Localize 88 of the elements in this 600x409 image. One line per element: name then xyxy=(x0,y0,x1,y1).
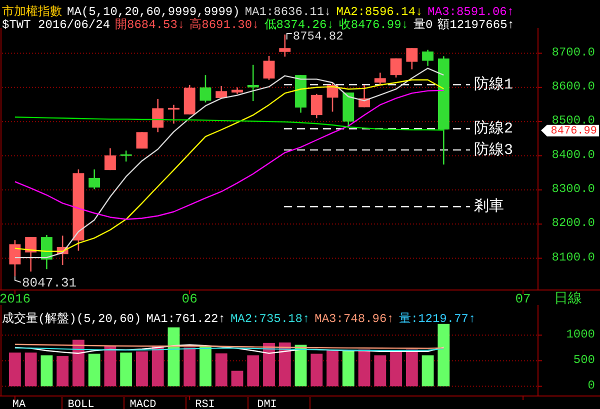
annotation: 收8476.99↓ xyxy=(338,18,408,32)
candlestick xyxy=(422,49,434,67)
x-axis-title: 日線 xyxy=(554,290,582,308)
annotation: 8047.31 xyxy=(22,276,77,291)
annotation: 8754.82 xyxy=(292,30,344,44)
chart-subtitle: $TWT 2016/06/24 xyxy=(2,18,110,32)
text: BOLL xyxy=(68,398,94,409)
bar xyxy=(310,354,323,386)
ref-line-label: 防線1 xyxy=(474,76,514,94)
candlestick xyxy=(25,236,37,272)
annotation: 量:1219.77↑ xyxy=(398,312,476,326)
bar xyxy=(263,342,275,386)
candlestick xyxy=(88,168,100,190)
y-tick-label: 8100.0 xyxy=(552,250,595,264)
bar xyxy=(40,355,53,386)
y-tick-label: 8700.0 xyxy=(552,45,595,60)
bar xyxy=(215,353,228,386)
bar xyxy=(294,344,307,386)
bar xyxy=(422,355,434,386)
candlestick xyxy=(310,93,322,119)
annotation: 額12197665↑ xyxy=(438,17,514,32)
bar xyxy=(184,348,196,386)
legend-title: MA(5,10,20,60,9999,9999) xyxy=(67,5,240,20)
bar xyxy=(406,349,418,386)
bar xyxy=(326,349,338,386)
bar xyxy=(438,324,450,386)
bar xyxy=(152,346,164,386)
bar xyxy=(200,346,212,386)
y-tick-label: 8300.0 xyxy=(552,182,595,196)
candlestick xyxy=(200,74,212,104)
ref-line-label: 防線3 xyxy=(474,140,514,159)
candlestick xyxy=(136,132,148,150)
candlestick xyxy=(279,34,291,58)
x-tick-label: 2016 xyxy=(0,291,31,306)
annotation: 高8691.30↓ xyxy=(190,17,260,32)
bar xyxy=(247,355,260,386)
y-tick-label: 8600.0 xyxy=(552,80,595,94)
series-label: MA3:748.96↑ xyxy=(314,312,394,326)
series-label: MA2:735.18↑ xyxy=(230,312,310,326)
bar xyxy=(358,349,370,386)
text: MACD xyxy=(130,398,157,409)
bar xyxy=(390,350,402,386)
candlestick xyxy=(374,72,386,86)
text: MA xyxy=(12,398,26,409)
annotation: 低8374.26↓ xyxy=(264,18,334,32)
candlestick xyxy=(390,58,402,78)
candlestick xyxy=(9,239,21,277)
bar xyxy=(8,352,21,386)
candlestick xyxy=(152,98,164,133)
bar xyxy=(374,355,386,386)
y-tick-label: 500 xyxy=(573,352,595,367)
text: DMI xyxy=(257,398,277,409)
candlestick xyxy=(120,150,132,162)
bar xyxy=(278,342,291,386)
bar xyxy=(56,356,69,386)
candlestick xyxy=(104,148,116,171)
y-tick-label: 0 xyxy=(588,378,595,392)
x-tick-label: 07 xyxy=(515,291,531,306)
text: MA2:8596.14↓ xyxy=(336,5,423,20)
candlestick xyxy=(263,55,275,81)
bar xyxy=(120,352,132,386)
annotation: 開8684.53↓ xyxy=(115,18,185,32)
text: 成交量(解盤)(5,20,60) xyxy=(2,311,142,326)
text: MA3:8591.06↑ xyxy=(428,5,514,20)
bar xyxy=(342,350,354,386)
x-tick-label: 06 xyxy=(182,291,198,306)
bar xyxy=(168,327,180,386)
bar xyxy=(136,351,148,386)
series-label: MA1:761.22↑ xyxy=(146,312,226,326)
ref-line-label: 剎車 xyxy=(474,198,504,216)
candlestick xyxy=(40,234,52,270)
text: RSI xyxy=(195,398,215,409)
y-tick-label: 8400.0 xyxy=(552,148,595,162)
candlestick xyxy=(406,47,418,70)
bar xyxy=(104,346,116,386)
bar xyxy=(231,370,244,386)
chart-title: 市加權指數 xyxy=(2,4,62,20)
ref-line-label: 防線2 xyxy=(474,120,514,138)
bar xyxy=(72,340,84,386)
bar xyxy=(88,354,100,386)
y-tick-label: 8200.0 xyxy=(552,216,595,230)
y-tick-label: 1000 xyxy=(566,327,595,342)
line-series xyxy=(14,90,444,220)
text: 8476.99 xyxy=(550,125,597,138)
text: MA1:8636.11↓ xyxy=(244,5,332,20)
bar xyxy=(24,352,37,386)
candlestick xyxy=(247,64,259,102)
annotation: 量0 xyxy=(413,18,433,32)
